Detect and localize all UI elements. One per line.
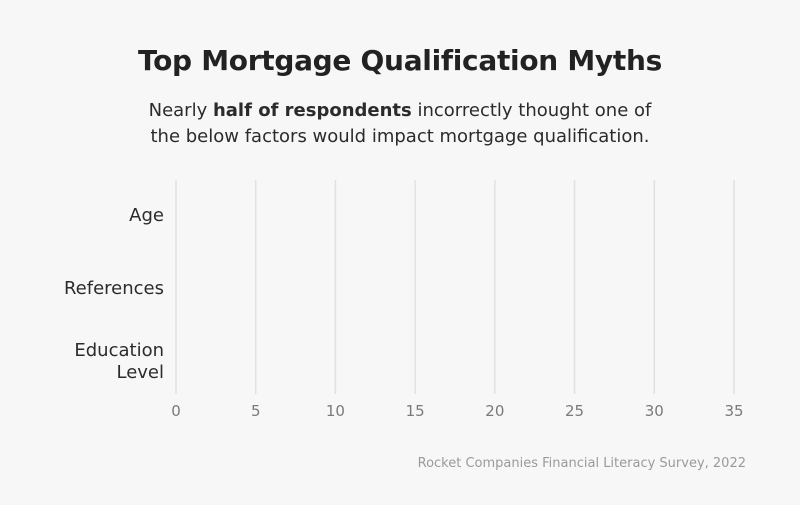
category-label-line: Age xyxy=(129,205,164,226)
x-tick-label-30: 30 xyxy=(645,402,664,420)
x-tick-label-20: 20 xyxy=(485,402,504,420)
chart-title: Top Mortgage Qualification Myths xyxy=(138,44,662,77)
chart-subtitle: Nearly half of respondents incorrectly t… xyxy=(0,98,800,150)
subtitle-lead: Nearly xyxy=(148,100,213,121)
category-label-line: References xyxy=(64,278,164,299)
source-note: Rocket Companies Financial Literacy Surv… xyxy=(417,456,746,471)
subtitle-line2: the below factors would impact mortgage … xyxy=(150,126,650,147)
x-tick-label-25: 25 xyxy=(565,402,584,420)
category-label: Education Level xyxy=(74,340,164,383)
x-tick-label-0: 0 xyxy=(171,402,181,420)
subtitle-emphasis: half of respondents xyxy=(212,100,412,121)
subtitle-line1-end: incorrectly thought one of xyxy=(411,100,652,121)
x-tick-label-5: 5 xyxy=(251,402,261,420)
category-label-line: Education xyxy=(74,340,164,361)
x-tick-label-10: 10 xyxy=(326,402,345,420)
category-label: References xyxy=(64,278,164,299)
x-tick-label-15: 15 xyxy=(406,402,425,420)
category-label: Age xyxy=(129,205,164,226)
x-tick-label-35: 35 xyxy=(724,402,743,420)
category-label-line: Level xyxy=(116,362,164,383)
